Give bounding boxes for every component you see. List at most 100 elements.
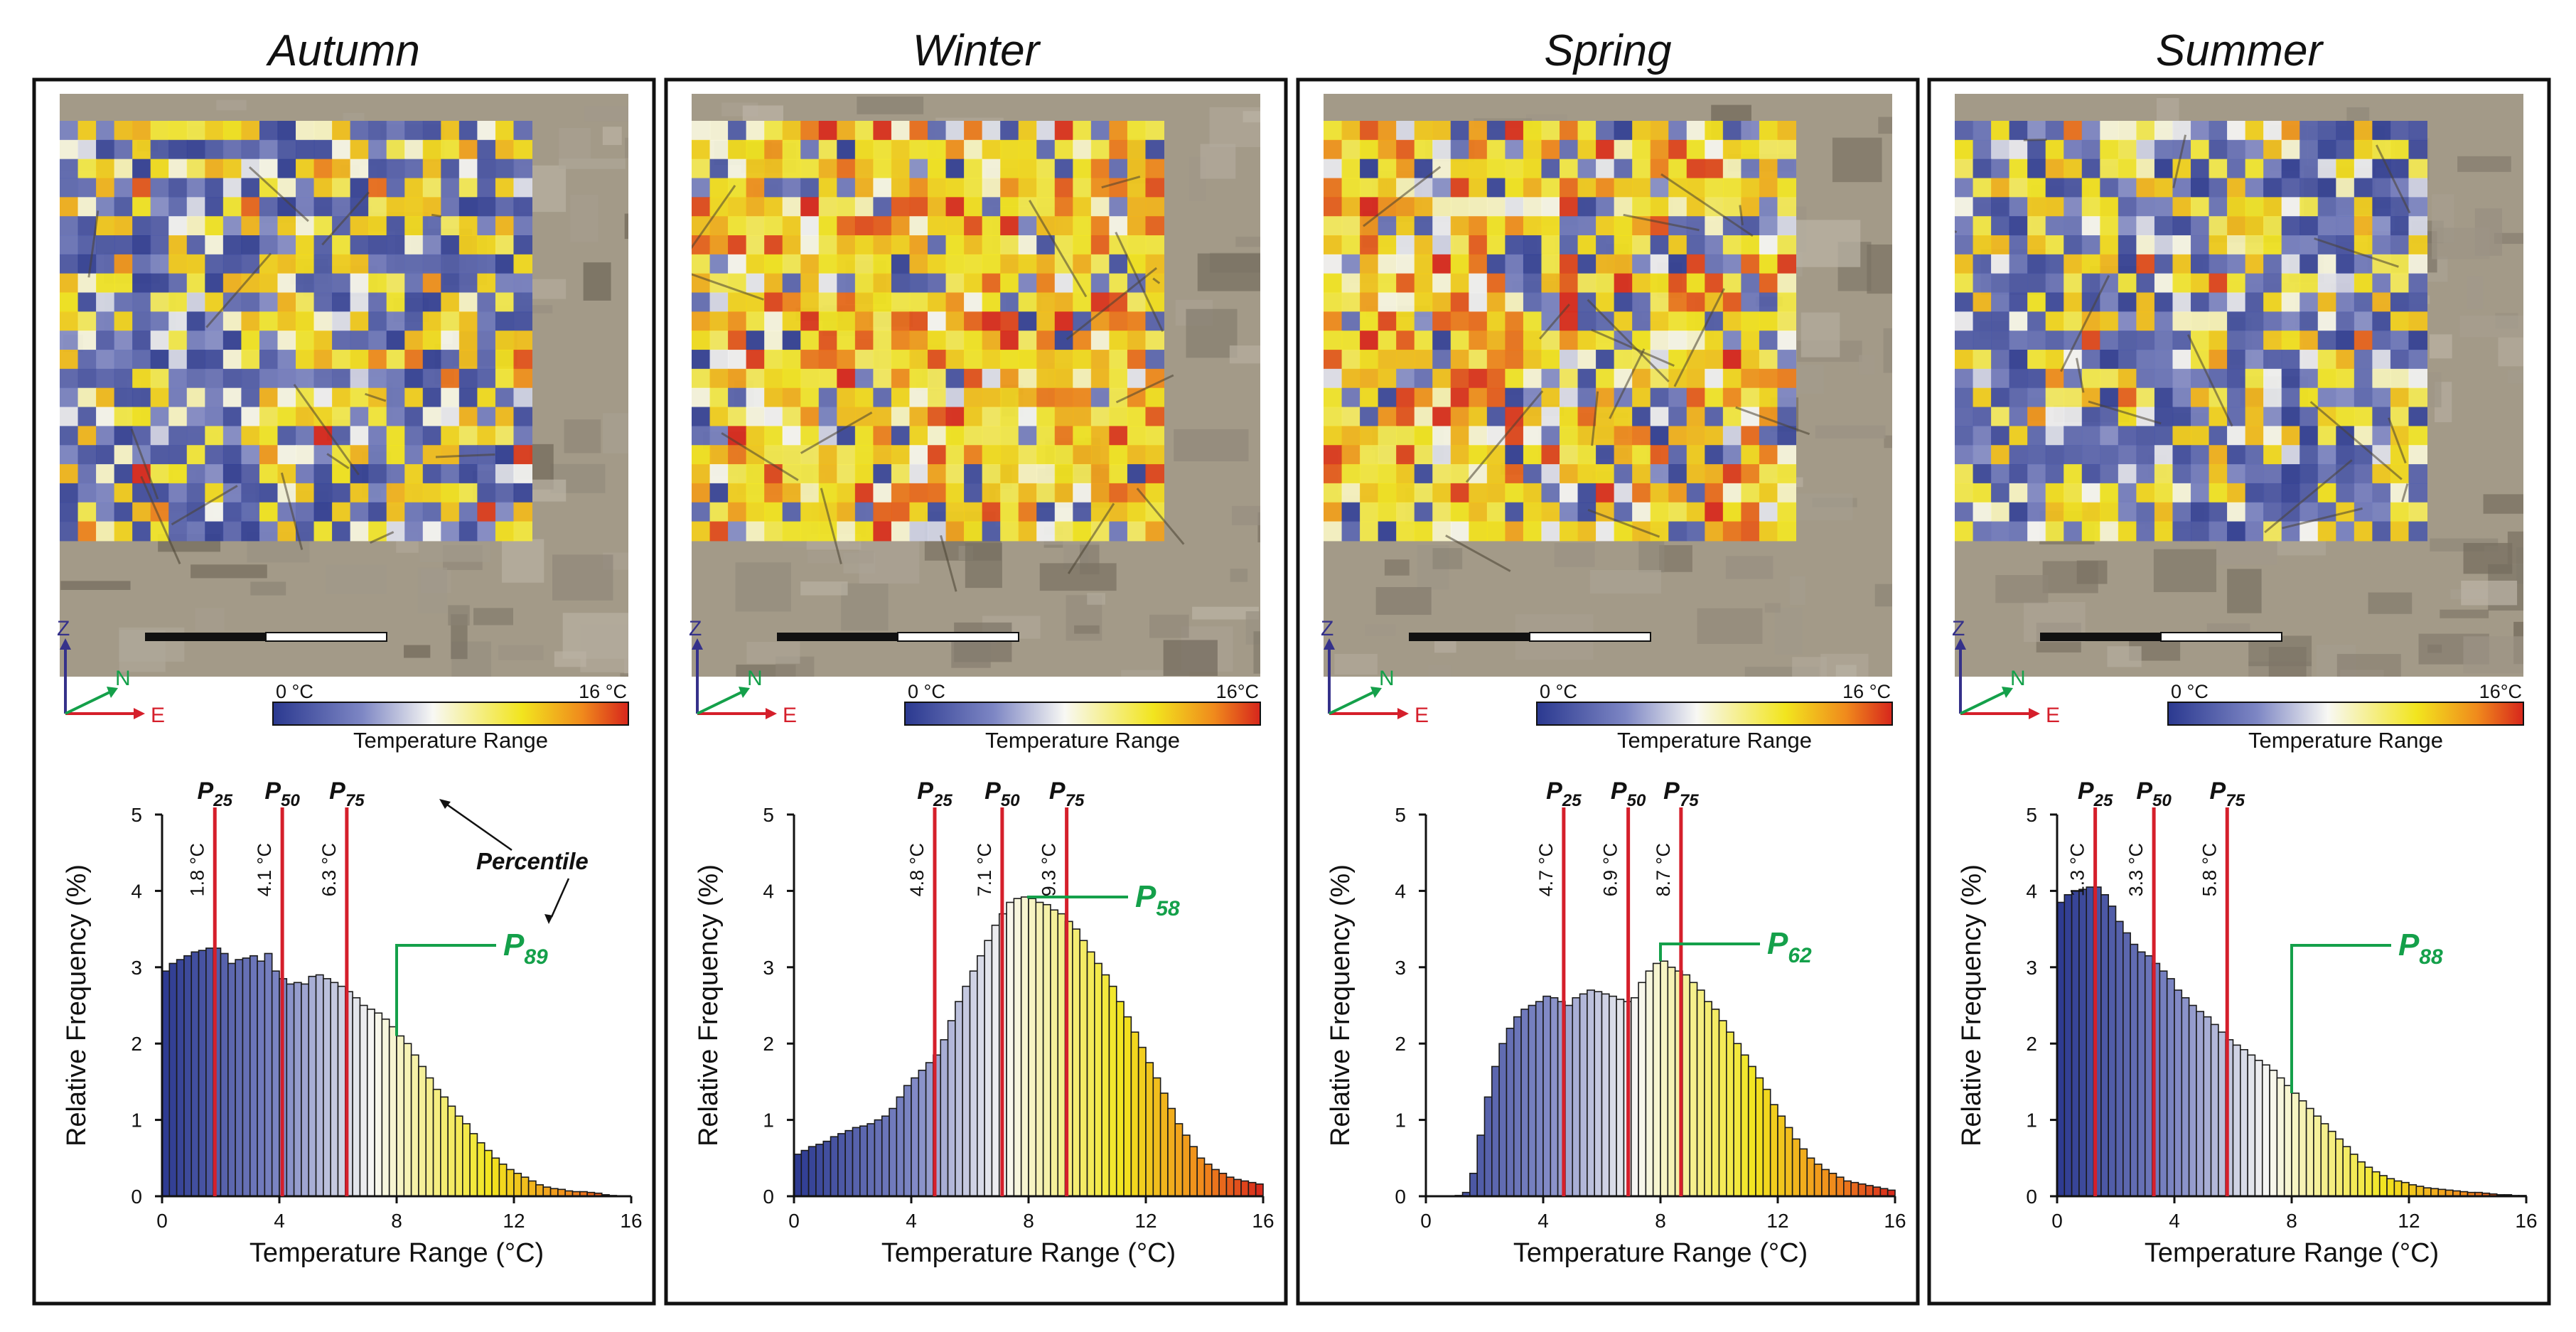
thermal-cell bbox=[1469, 178, 1488, 198]
thermal-cell bbox=[982, 139, 1002, 160]
thermal-cell bbox=[2064, 216, 2083, 237]
thermal-cell bbox=[1577, 521, 1597, 542]
thermal-cell bbox=[854, 216, 874, 237]
thermal-cell bbox=[513, 235, 532, 255]
thermal-cell bbox=[2081, 426, 2101, 446]
x-tick-label: 12 bbox=[503, 1210, 525, 1232]
thermal-cell bbox=[241, 350, 260, 370]
thermal-cell bbox=[1991, 387, 2010, 408]
thermal-cell bbox=[1450, 216, 1470, 237]
thermal-cell bbox=[728, 445, 747, 466]
thermal-cell bbox=[1073, 387, 1092, 408]
x-tick-label: 0 bbox=[1420, 1210, 1432, 1232]
thermal-cell bbox=[2299, 121, 2319, 141]
thermal-cell bbox=[709, 178, 729, 198]
thermal-cell bbox=[1741, 464, 1760, 484]
thermal-cell bbox=[1741, 254, 1760, 274]
thermal-cell bbox=[2317, 273, 2337, 294]
rock-texture bbox=[1774, 607, 1803, 655]
thermal-cell bbox=[2390, 292, 2410, 313]
thermal-map bbox=[1324, 94, 1892, 677]
thermal-cell bbox=[368, 502, 387, 522]
thermal-cell bbox=[2118, 521, 2137, 542]
thermal-cell bbox=[873, 159, 892, 179]
thermal-cell bbox=[2372, 502, 2391, 522]
thermal-cell bbox=[1505, 483, 1524, 503]
thermal-cell bbox=[1991, 331, 2010, 351]
thermal-cell bbox=[764, 273, 783, 294]
thermal-cell bbox=[1432, 387, 1451, 408]
percentile-label: P50 bbox=[984, 778, 1020, 810]
thermal-cell bbox=[1127, 426, 1147, 446]
thermal-cell bbox=[1523, 235, 1542, 255]
thermal-cell bbox=[728, 292, 747, 313]
histogram-bar bbox=[2393, 1180, 2403, 1197]
thermal-cell bbox=[60, 368, 79, 389]
highlight-label-sub: 89 bbox=[524, 945, 548, 969]
thermal-cell bbox=[1486, 464, 1506, 484]
x-tick-label: 0 bbox=[2051, 1210, 2063, 1232]
thermal-cell bbox=[241, 178, 260, 198]
thermal-cell bbox=[1759, 178, 1778, 198]
histogram-bar bbox=[2327, 1130, 2336, 1197]
thermal-cell bbox=[2263, 254, 2282, 274]
thermal-cell bbox=[1450, 483, 1470, 503]
thermal-cell bbox=[1396, 350, 1415, 370]
thermal-cell bbox=[2245, 197, 2265, 217]
rock-texture bbox=[2463, 636, 2523, 674]
thermal-cell bbox=[782, 159, 802, 179]
thermal-cell bbox=[1054, 426, 1074, 446]
thermal-cell bbox=[368, 464, 387, 484]
thermal-cell bbox=[350, 407, 370, 427]
thermal-cell bbox=[1378, 331, 1397, 351]
rock-texture bbox=[2484, 545, 2510, 561]
thermal-cell bbox=[2263, 311, 2282, 332]
thermal-cell bbox=[386, 464, 406, 484]
rock-texture bbox=[326, 564, 387, 594]
thermal-cell bbox=[2317, 331, 2337, 351]
thermal-cell bbox=[458, 273, 478, 294]
thermal-cell bbox=[495, 331, 515, 351]
thermal-cell bbox=[1396, 197, 1415, 217]
thermal-cell bbox=[1036, 368, 1056, 389]
thermal-cell bbox=[1486, 311, 1506, 332]
thermal-cell bbox=[1469, 445, 1488, 466]
thermal-cell bbox=[1145, 121, 1164, 141]
thermal-cell bbox=[350, 139, 370, 160]
thermal-cell bbox=[1560, 426, 1579, 446]
thermal-cell bbox=[2027, 464, 2046, 484]
thermal-cell bbox=[296, 464, 315, 484]
thermal-cell bbox=[800, 311, 820, 332]
thermal-cell bbox=[332, 445, 351, 466]
thermal-cell bbox=[1450, 197, 1470, 217]
thermal-cell bbox=[1668, 121, 1687, 141]
histogram-bar bbox=[1196, 1157, 1206, 1197]
thermal-cell bbox=[1324, 197, 1343, 217]
thermal-cell bbox=[1378, 387, 1397, 408]
thermal-cell bbox=[1686, 235, 1706, 255]
thermal-cell bbox=[296, 368, 315, 389]
thermal-cell bbox=[1705, 121, 1724, 141]
thermal-cell bbox=[1360, 368, 1379, 389]
thermal-cell bbox=[1955, 331, 1974, 351]
rock-texture bbox=[1792, 657, 1828, 677]
axis-z-label: Z bbox=[689, 617, 702, 640]
thermal-cell bbox=[132, 331, 151, 351]
thermal-cell bbox=[368, 350, 387, 370]
thermal-cell bbox=[909, 331, 928, 351]
histogram-bar bbox=[1101, 974, 1110, 1197]
histogram-bar bbox=[1762, 1088, 1771, 1197]
thermal-cell bbox=[77, 350, 97, 370]
thermal-cell bbox=[1450, 273, 1470, 294]
thermal-cell bbox=[386, 426, 406, 446]
thermal-cell bbox=[1614, 254, 1633, 274]
thermal-cell bbox=[1054, 483, 1074, 503]
thermal-cell bbox=[854, 350, 874, 370]
thermal-cell bbox=[96, 178, 115, 198]
colorbar-caption: Temperature Range bbox=[985, 728, 1180, 753]
thermal-cell bbox=[2317, 426, 2337, 446]
thermal-cell bbox=[891, 426, 911, 446]
rock-texture bbox=[807, 550, 874, 564]
thermal-cell bbox=[114, 502, 134, 522]
thermal-cell bbox=[1686, 521, 1706, 542]
